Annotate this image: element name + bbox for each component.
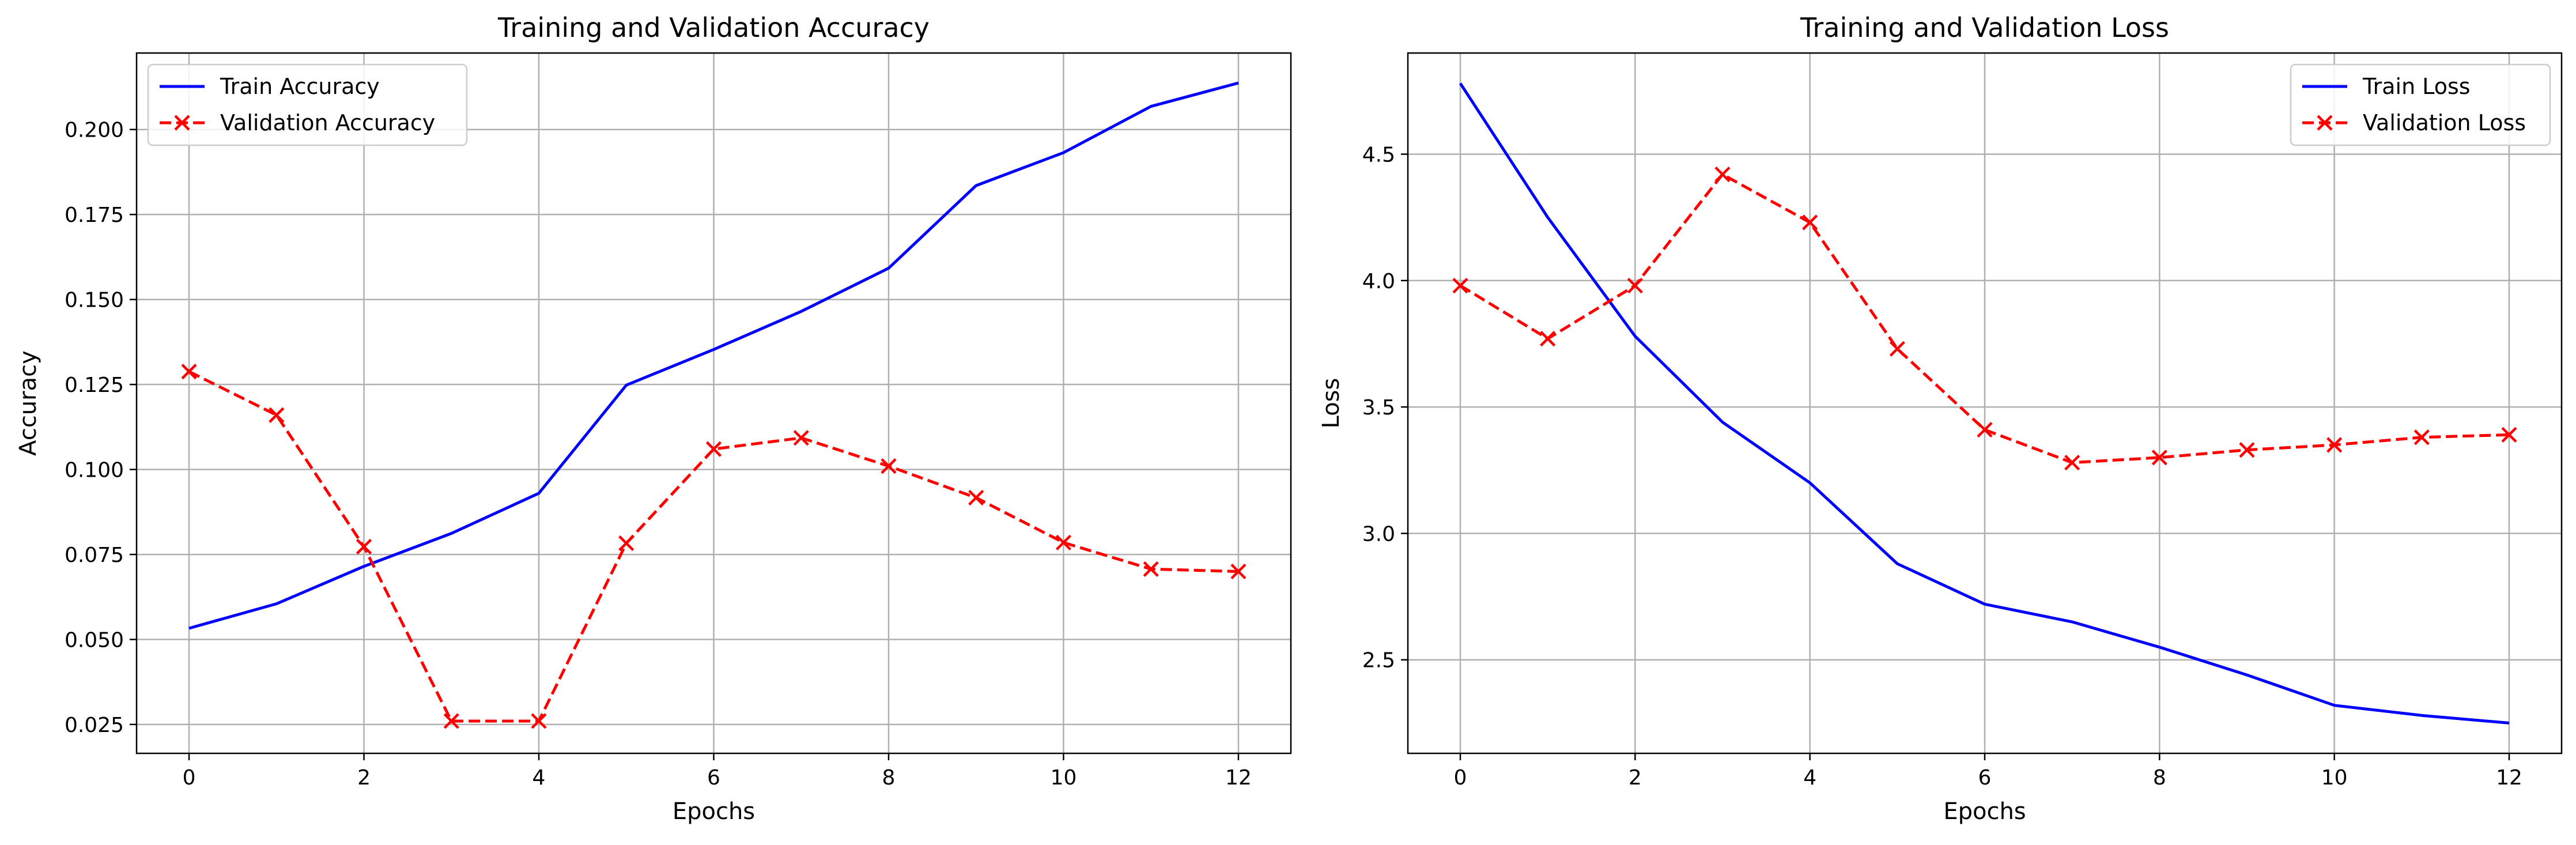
x-tick-label: 4 <box>532 766 546 790</box>
data-point-marker <box>2064 454 2080 471</box>
y-tick-label: 4.0 <box>1362 270 1395 293</box>
legend-label: Train Loss <box>2362 74 2471 99</box>
data-point-marker <box>1889 341 1905 357</box>
legend-label: Validation Loss <box>2363 110 2526 135</box>
y-tick-label: 4.5 <box>1362 143 1395 167</box>
data-point-marker <box>618 535 634 552</box>
legend-marker <box>174 115 190 131</box>
data-point-marker <box>793 430 809 446</box>
plot-frame <box>1407 52 2563 755</box>
data-point-marker <box>356 538 372 554</box>
plot-frame <box>135 52 1292 755</box>
data-point-marker <box>531 713 547 729</box>
y-axis-label: Accuracy <box>15 350 41 456</box>
x-tick-label: 10 <box>2321 766 2348 790</box>
y-tick-label: 0.175 <box>65 203 124 227</box>
y-tick-label: 0.025 <box>65 714 124 737</box>
data-point-marker <box>1540 331 1556 347</box>
data-point-marker <box>2326 437 2343 453</box>
y-axis-label: Loss <box>1318 378 1344 429</box>
x-tick-label: 0 <box>183 766 196 790</box>
legend-label: Validation Accuracy <box>220 110 435 135</box>
data-point-marker <box>1143 561 1159 577</box>
y-tick-label: 0.100 <box>65 459 124 482</box>
x-axis-label: Epochs <box>673 798 755 825</box>
data-point-marker <box>1977 421 1993 438</box>
x-tick-label: 8 <box>882 766 896 790</box>
x-tick-label: 6 <box>1978 766 1992 790</box>
legend-box <box>2290 63 2551 146</box>
data-point-marker <box>2501 427 2517 443</box>
series-line-train <box>188 81 1239 630</box>
legend-marker <box>2317 115 2333 131</box>
data-point-marker <box>1714 166 1731 183</box>
x-tick-label: 4 <box>1803 766 1816 790</box>
legend: Train Accuracy Validation Accuracy <box>147 63 468 146</box>
data-point-marker <box>968 489 984 506</box>
series-line-train <box>1459 82 2510 725</box>
loss-chart: 0 2 4 6 8 10 12 2.5 3.0 3.5 4.0 4.5 Training and Val… <box>1318 12 2563 825</box>
data-point-marker <box>2151 450 2167 466</box>
data-point-marker <box>1230 563 1247 580</box>
y-tick-label: 3.0 <box>1362 522 1395 546</box>
y-tick-label: 3.5 <box>1362 396 1395 420</box>
x-tick-label: 8 <box>2153 766 2166 790</box>
data-point-marker <box>443 713 459 729</box>
legend-label: Train Accuracy <box>220 74 380 99</box>
y-tick-label: 2.5 <box>1362 649 1395 673</box>
data-point-marker <box>2413 429 2430 446</box>
x-tick-label: 12 <box>1225 766 1252 790</box>
x-tick-label: 0 <box>1454 766 1467 790</box>
legend: Train Loss Validation Loss <box>2290 63 2551 146</box>
data-point-marker <box>181 364 197 380</box>
chart-title: Training and Validation Accuracy <box>497 12 930 43</box>
data-point-marker <box>1627 277 1643 294</box>
data-point-marker <box>705 441 722 457</box>
x-axis-label: Epochs <box>1943 798 2026 825</box>
chart-title: Training and Validation Loss <box>1800 12 2169 43</box>
y-tick-label: 0.200 <box>65 119 124 142</box>
y-tick-label: 0.125 <box>65 374 124 397</box>
y-tick-label: 0.075 <box>65 544 124 567</box>
x-tick-label: 6 <box>707 766 720 790</box>
accuracy-chart: 0 2 4 6 8 10 12 0.025 0.050 0.075 0.100 0.125 0.150 0… <box>15 12 1292 825</box>
y-tick-label: 0.150 <box>65 289 124 312</box>
x-tick-label: 10 <box>1051 766 1077 790</box>
data-point-marker <box>1802 214 1818 231</box>
data-point-marker <box>269 407 285 423</box>
data-point-marker <box>2239 442 2255 458</box>
data-point-marker <box>881 458 897 474</box>
data-point-marker <box>1452 277 1468 294</box>
data-point-marker <box>1055 534 1072 550</box>
x-tick-label: 2 <box>1629 766 1642 790</box>
x-tick-label: 2 <box>357 766 371 790</box>
x-tick-label: 12 <box>2496 766 2522 790</box>
legend-box <box>147 63 468 146</box>
y-tick-label: 0.050 <box>65 628 124 652</box>
